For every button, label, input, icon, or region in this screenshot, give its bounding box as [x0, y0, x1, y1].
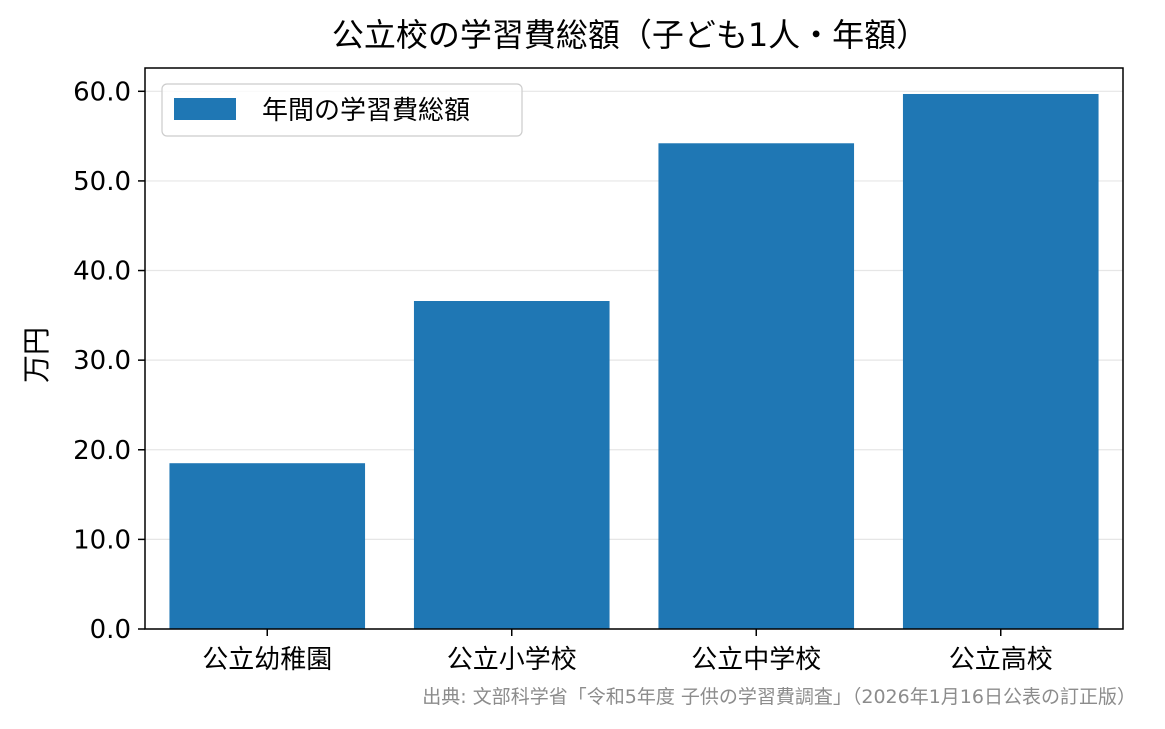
legend-box [161, 83, 523, 137]
y-tick-label: 60.0 [73, 77, 131, 107]
y-tick-label: 20.0 [73, 436, 131, 466]
bar [413, 301, 610, 629]
x-tick-label: 公立小学校 [447, 645, 577, 675]
chart-title: 公立校の学習費総額（子ども1人・年額） [332, 16, 928, 54]
y-tick-label: 40.0 [73, 257, 131, 287]
plot-frame [144, 67, 1124, 630]
y-tick-label: 0.0 [90, 615, 131, 645]
bars [169, 93, 1099, 629]
source-note: 出典: 文部科学省「令和5年度 子供の学習費調査」（2026年1月16日公表の訂… [422, 686, 1136, 708]
y-tick-label: 30.0 [73, 346, 131, 376]
y-axis-ticks: 0.0 10.0 20.0 30.0 40.0 50.0 60.0 [73, 77, 145, 645]
y-tick-label: 50.0 [73, 167, 131, 197]
x-tick-label: 公立中学校 [691, 645, 821, 675]
bar [169, 463, 366, 629]
bar [658, 143, 855, 629]
legend-label: 年間の学習費総額 [262, 96, 470, 126]
x-axis-ticks: 公立幼稚園 公立小学校 公立中学校 公立高校 [202, 629, 1053, 675]
legend: 年間の学習費総額 [161, 83, 523, 137]
x-tick-label: 公立幼稚園 [202, 645, 332, 675]
x-tick-label: 公立高校 [949, 645, 1053, 675]
y-tick-label: 10.0 [73, 525, 131, 555]
y-axis-label: 万円 [20, 327, 53, 383]
bar [902, 93, 1099, 629]
legend-swatch [174, 98, 236, 120]
